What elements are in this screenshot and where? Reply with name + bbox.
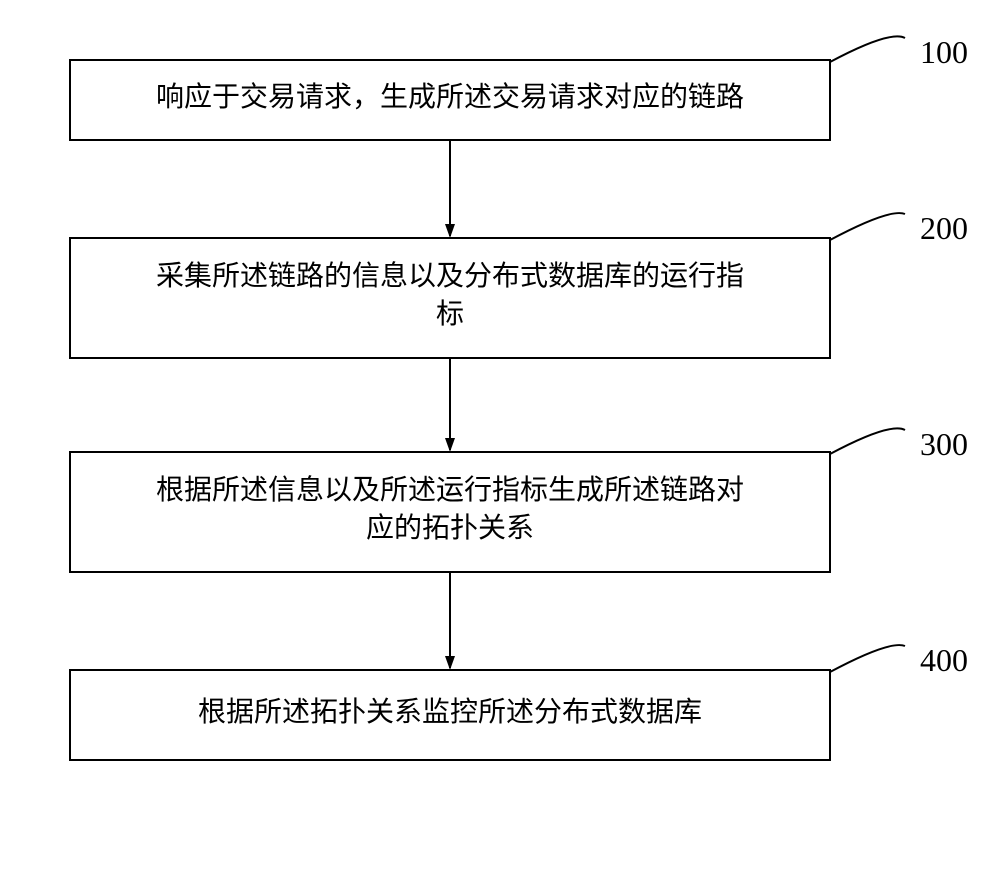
flow-step-300: 根据所述信息以及所述运行指标生成所述链路对应的拓扑关系300 — [70, 426, 968, 572]
flow-step-100: 响应于交易请求，生成所述交易请求对应的链路 100 — [70, 34, 968, 140]
step-label-300: 300 — [920, 426, 968, 462]
step-text: 响应于交易请求，生成所述交易请求对应的链路 — [156, 81, 744, 113]
step-label-100: 100 — [920, 34, 968, 70]
step-label-400: 400 — [920, 642, 968, 678]
step-box — [70, 452, 830, 572]
step-box — [70, 238, 830, 358]
callout-curve-3 — [830, 645, 905, 672]
flow-step-200: 采集所述链路的信息以及分布式数据库的运行指标200 — [70, 210, 968, 358]
callout-curve-1 — [830, 213, 905, 240]
step-label-200: 200 — [920, 210, 968, 246]
step-text: 根据所述拓扑关系监控所述分布式数据库 — [198, 696, 702, 728]
callout-curve-0 — [830, 36, 905, 62]
flow-step-400: 根据所述拓扑关系监控所述分布式数据库 400 — [70, 642, 968, 760]
flowchart-canvas: 响应于交易请求，生成所述交易请求对应的链路 100 采集所述链路的信息以及分布式数据… — [0, 0, 1000, 876]
callout-curve-2 — [830, 428, 905, 454]
